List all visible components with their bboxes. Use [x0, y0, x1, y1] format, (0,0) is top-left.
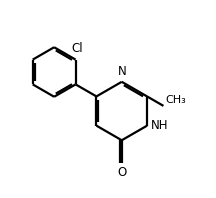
Text: Cl: Cl	[71, 42, 83, 55]
Text: N: N	[117, 65, 126, 78]
Text: NH: NH	[151, 119, 169, 132]
Text: O: O	[117, 166, 126, 179]
Text: CH₃: CH₃	[165, 94, 186, 105]
